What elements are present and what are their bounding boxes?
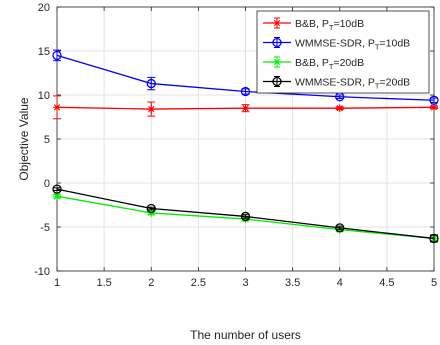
circle-marker <box>52 184 62 194</box>
data-point <box>53 103 61 112</box>
error-bar <box>147 206 156 211</box>
error-bar <box>335 94 344 100</box>
y-tick-label: 5 <box>44 134 50 146</box>
legend-label-suffix: =20dB <box>380 77 411 89</box>
data-point <box>429 95 439 105</box>
x-tick-label: 4.5 <box>379 277 394 289</box>
legend-label: WMMSE-SDR, PT=10dB <box>295 38 410 52</box>
star-stroke <box>273 19 281 27</box>
circle-marker <box>240 211 251 222</box>
legend-label: B&B, PT=20dB <box>295 57 364 71</box>
data-point <box>147 105 156 113</box>
circle-marker <box>429 95 439 105</box>
circle-marker <box>146 203 156 214</box>
circle-marker <box>52 50 62 61</box>
y-tick-labels: -10 -5 0 5 10 15 20 <box>34 2 50 278</box>
x-tick-label: 4 <box>337 277 343 289</box>
x-tick-label: 5 <box>431 277 437 289</box>
circle-marker <box>429 233 439 244</box>
legend-item-4: WMMSE-SDR, PT=20dB <box>263 76 410 91</box>
legend-marker <box>273 19 281 27</box>
star-stroke <box>242 105 249 112</box>
x-tick-label: 1.5 <box>96 277 111 289</box>
data-point <box>52 50 62 61</box>
data-point <box>52 184 62 194</box>
data-point <box>146 203 156 214</box>
y-tick-label: 15 <box>38 46 50 58</box>
star-stroke <box>53 104 61 111</box>
y-tick-label: 10 <box>38 90 50 102</box>
legend-item-2: WMMSE-SDR, PT=10dB <box>263 37 410 52</box>
circle-marker <box>240 86 251 97</box>
x-tick-label: 2.5 <box>191 277 206 289</box>
series-1 <box>53 95 438 120</box>
circle-marker <box>272 76 282 87</box>
x-tick-label: 1 <box>54 277 60 289</box>
legend-label-suffix: =20dB <box>333 57 364 69</box>
legend-label-main: WMMSE-SDR, P <box>295 38 375 50</box>
axes <box>56 6 435 272</box>
circle-marker <box>272 37 282 48</box>
legend-marker <box>273 58 281 66</box>
star-stroke <box>430 104 438 111</box>
data-point <box>335 104 344 112</box>
x-axis-label: The number of users <box>190 328 301 342</box>
data-point <box>335 223 345 233</box>
legend-item-3: B&B, PT=20dB <box>263 56 364 71</box>
circle-marker <box>335 223 345 233</box>
legend-marker <box>272 37 282 48</box>
star-stroke <box>148 105 155 113</box>
x-tick-label: 3.5 <box>285 277 300 289</box>
star-stroke <box>336 105 343 112</box>
legend-label-subscript: T <box>375 43 380 52</box>
data-point <box>429 233 439 244</box>
circle-marker <box>146 78 156 89</box>
x-tick-labels: 1 1.5 2 2.5 3 3.5 4 4.5 5 <box>54 277 437 289</box>
legend-label-subscript: T <box>329 62 334 71</box>
star-stroke <box>53 193 61 200</box>
y-tick-label: 0 <box>44 178 50 190</box>
series-4 <box>52 184 439 244</box>
y-tick-label: 20 <box>38 2 50 14</box>
legend-label-main: B&B, P <box>295 57 329 69</box>
star-stroke <box>273 58 281 66</box>
legend-label: B&B, PT=10dB <box>295 18 364 32</box>
legend-label-suffix: =10dB <box>333 18 364 30</box>
error-bar <box>53 187 61 191</box>
data-series <box>52 49 439 244</box>
error-bar <box>241 214 250 219</box>
data-point <box>241 104 250 112</box>
data-point <box>240 86 251 97</box>
legend-box <box>256 10 430 94</box>
y-axis-label: Objective Value <box>17 97 31 180</box>
legend-item-1: B&B, PT=10dB <box>263 17 364 32</box>
error-bar <box>430 97 438 103</box>
y-tick-label: -10 <box>34 266 50 278</box>
series-2 <box>52 49 439 105</box>
legend-label-subscript: T <box>375 82 380 91</box>
legend-label-suffix: =10dB <box>380 38 411 50</box>
error-bar <box>335 225 344 231</box>
legend-label-main: WMMSE-SDR, P <box>295 77 375 89</box>
data-point <box>240 211 251 222</box>
data-point <box>146 78 156 89</box>
legend-label-main: B&B, P <box>295 18 329 30</box>
y-tick-label: -5 <box>40 222 50 234</box>
x-tick-label: 2 <box>148 277 154 289</box>
legend-marker <box>272 76 282 87</box>
legend-label-subscript: T <box>329 23 334 32</box>
x-tick-label: 3 <box>242 277 248 289</box>
legend-label: WMMSE-SDR, PT=20dB <box>295 77 410 91</box>
